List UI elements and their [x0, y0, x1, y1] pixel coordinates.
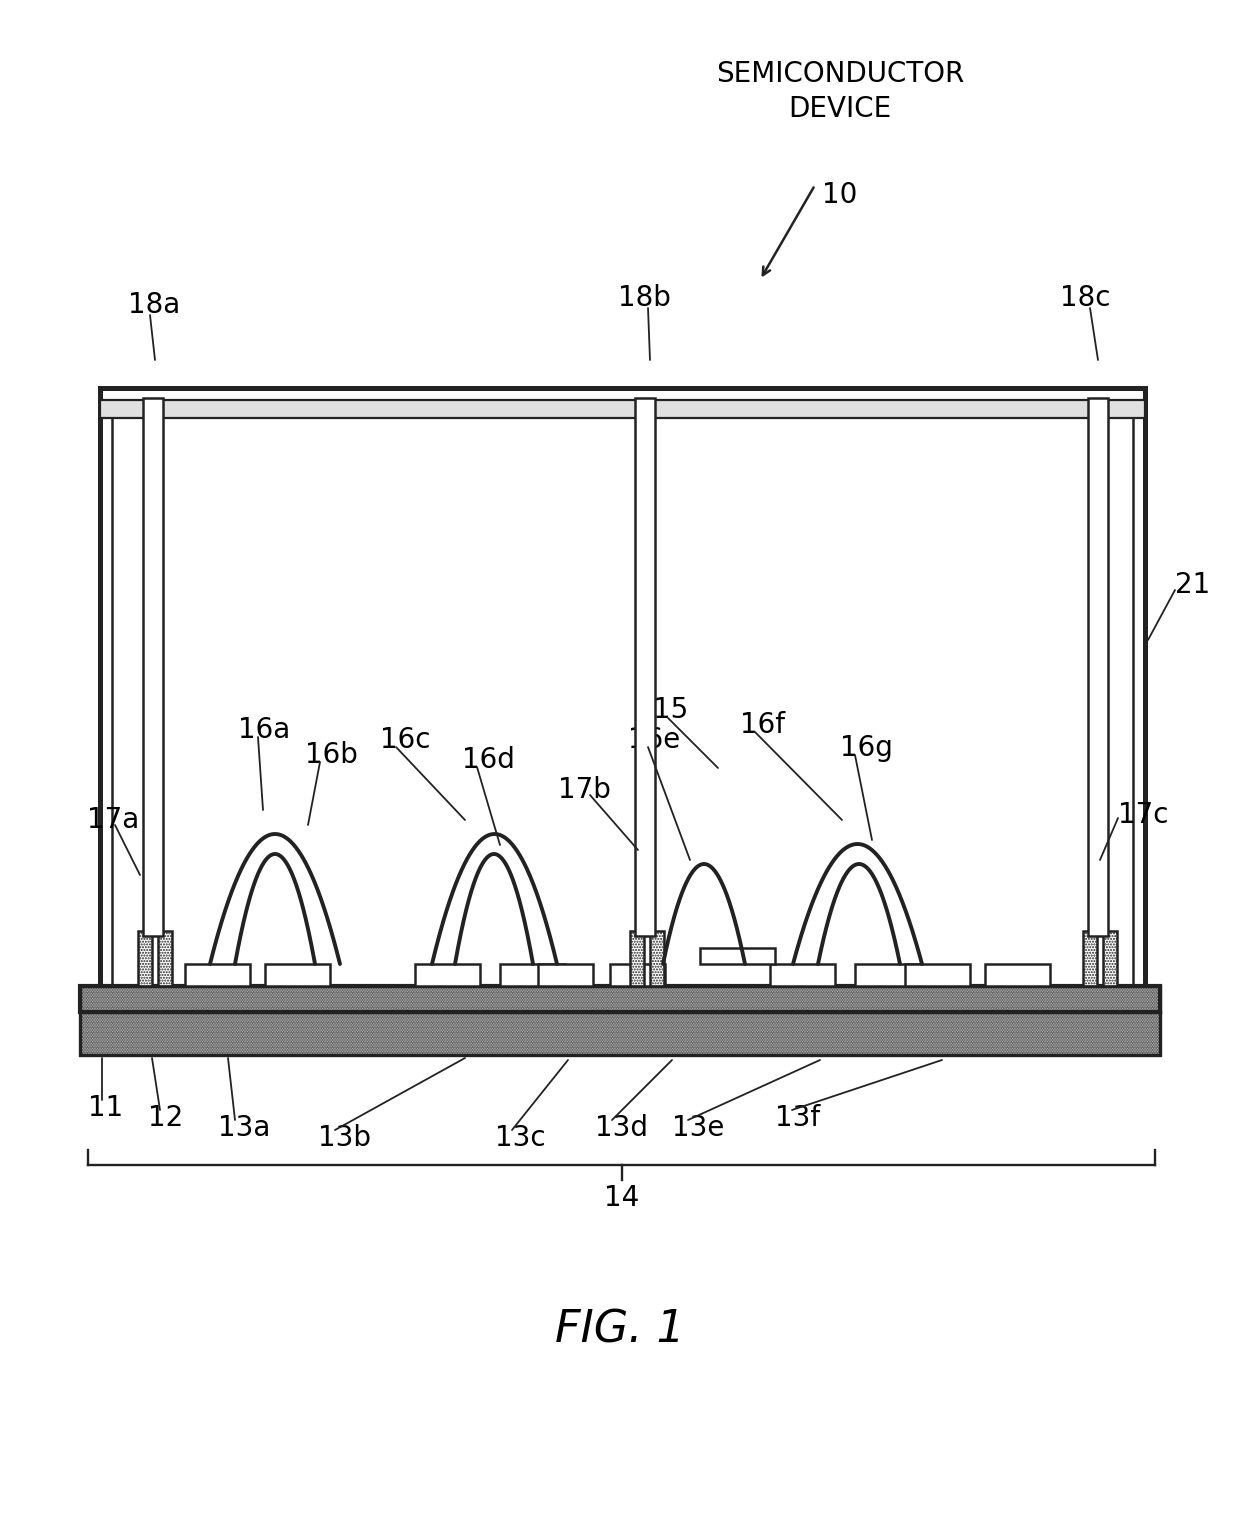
Text: 13b: 13b — [317, 1123, 371, 1152]
Text: FIG. 1: FIG. 1 — [556, 1308, 684, 1352]
Bar — [538, 964, 593, 986]
Text: 17b: 17b — [558, 777, 611, 804]
Text: 12: 12 — [148, 1104, 184, 1132]
Bar — [157, 931, 172, 986]
Bar — [500, 964, 565, 986]
Bar — [81, 1011, 1159, 1055]
Bar — [100, 400, 1145, 418]
Bar — [770, 964, 835, 986]
Bar — [81, 986, 1159, 1011]
Text: 16g: 16g — [839, 734, 893, 762]
Text: 21: 21 — [1176, 571, 1210, 600]
Bar — [265, 964, 330, 986]
Text: 15: 15 — [653, 696, 688, 724]
Bar — [1087, 398, 1109, 936]
Bar — [81, 986, 1159, 1011]
Text: 18b: 18b — [618, 285, 671, 312]
Text: 13c: 13c — [495, 1123, 546, 1152]
Text: 14: 14 — [604, 1184, 639, 1213]
Text: 10: 10 — [822, 182, 858, 209]
Text: 13e: 13e — [672, 1114, 724, 1142]
Bar — [610, 964, 665, 986]
Text: 16e: 16e — [627, 727, 681, 754]
Text: 16b: 16b — [305, 740, 358, 769]
Text: 16c: 16c — [379, 727, 430, 754]
Text: 18a: 18a — [128, 291, 180, 319]
Bar — [635, 398, 655, 936]
Text: 13a: 13a — [218, 1114, 270, 1142]
Text: 16d: 16d — [463, 746, 515, 774]
Text: 17c: 17c — [1118, 801, 1168, 830]
Bar — [1083, 931, 1097, 986]
Bar — [1104, 931, 1117, 986]
Bar — [650, 931, 663, 986]
Text: 16a: 16a — [238, 716, 290, 743]
Text: 13d: 13d — [595, 1114, 649, 1142]
Bar — [985, 964, 1050, 986]
Bar — [100, 388, 1145, 1011]
Bar — [630, 931, 644, 986]
Bar — [701, 948, 775, 964]
Bar — [185, 964, 250, 986]
Bar — [415, 964, 480, 986]
Bar — [138, 931, 153, 986]
Text: 18c: 18c — [1060, 285, 1111, 312]
Text: 16f: 16f — [740, 712, 785, 739]
Bar — [905, 964, 970, 986]
Text: 17a: 17a — [87, 805, 139, 834]
Bar — [112, 400, 1133, 1001]
Bar — [143, 398, 162, 936]
Bar — [856, 964, 920, 986]
Text: SEMICONDUCTOR
DEVICE: SEMICONDUCTOR DEVICE — [715, 61, 965, 123]
Text: 13f: 13f — [775, 1104, 820, 1132]
Text: 11: 11 — [88, 1095, 123, 1122]
